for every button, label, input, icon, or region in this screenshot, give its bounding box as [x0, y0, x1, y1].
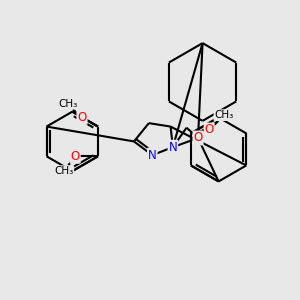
Text: O: O — [70, 150, 80, 163]
Text: CH₃: CH₃ — [214, 110, 234, 120]
Text: O: O — [194, 131, 202, 145]
Text: N: N — [148, 148, 157, 162]
Text: O: O — [77, 111, 87, 124]
Text: CH₃: CH₃ — [54, 166, 73, 176]
Text: CH₃: CH₃ — [59, 99, 78, 109]
Text: O: O — [205, 124, 214, 136]
Text: N: N — [169, 141, 177, 154]
